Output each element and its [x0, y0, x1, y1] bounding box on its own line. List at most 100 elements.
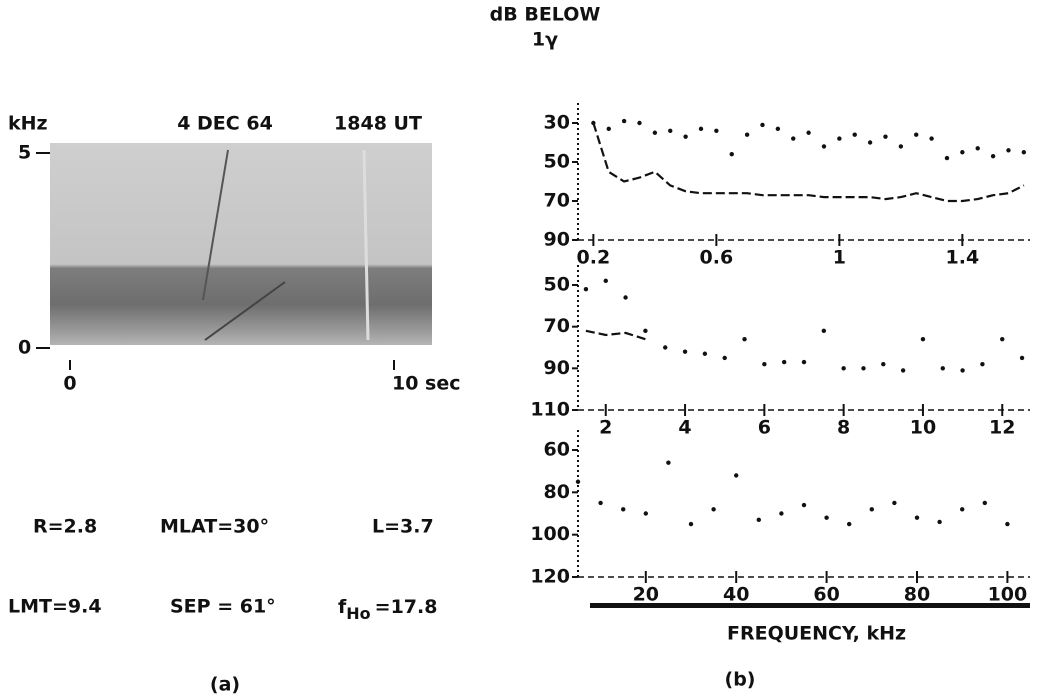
data-dot [944, 155, 950, 161]
data-dot [603, 278, 608, 284]
x-tick-label: 0.6 [700, 247, 734, 269]
x-tick-label: 10 [910, 417, 936, 439]
y-tick-label: 90 [544, 357, 570, 379]
data-dot [892, 500, 897, 506]
data-dot [900, 368, 906, 373]
x-tick-label: 1 [833, 247, 846, 269]
data-dot [914, 515, 920, 520]
data-dot [742, 336, 747, 342]
y-tick-label: 100 [530, 523, 570, 545]
param: MLAT=30° [160, 516, 269, 538]
data-dot [682, 349, 688, 354]
data-dot [801, 502, 807, 508]
data-dot [598, 500, 603, 506]
x-tick-label: 12 [989, 417, 1015, 439]
data-dot [821, 144, 827, 149]
data-dot [1021, 150, 1027, 155]
data-dot [688, 521, 694, 527]
caption: (b) [725, 669, 756, 691]
data-dot [806, 130, 811, 135]
data-dot [898, 144, 904, 149]
x-tick-label: 0.2 [577, 247, 611, 269]
y-tick-label: 50 [544, 274, 570, 296]
data-dot [1006, 148, 1011, 153]
data-dot [711, 507, 716, 512]
data-dot [666, 460, 671, 465]
data-dot [821, 328, 827, 334]
data-dot [714, 128, 719, 133]
x-tick-label: 1.4 [946, 247, 980, 269]
data-dot [940, 366, 945, 371]
sferic [362, 149, 370, 341]
data-dot [779, 511, 784, 516]
data-dot [668, 128, 673, 133]
x-title: FREQUENCY, kHz [727, 623, 906, 645]
x-tick-label: 20 [633, 584, 659, 606]
param: L=3.7 [372, 516, 434, 538]
data-dot [883, 134, 888, 139]
data-dot [734, 473, 739, 478]
data-dot [1005, 521, 1010, 527]
data-dot [722, 355, 727, 361]
data-dot [960, 150, 965, 155]
data-dot [663, 345, 668, 350]
data-dot [621, 507, 626, 512]
x-tick-label: 10 sec [392, 373, 461, 395]
data-dot [756, 517, 761, 523]
x-tick-label: 6 [758, 417, 771, 439]
y-title: dB BELOW [490, 4, 601, 26]
data-dot [937, 519, 942, 525]
data-dot [781, 359, 787, 365]
y-tick-label: 90 [544, 229, 570, 251]
data-dot [914, 132, 919, 137]
data-dot [775, 126, 781, 132]
data-dot [702, 351, 708, 356]
y-tick-label: 0 [18, 337, 31, 359]
y-tick-label: 80 [544, 481, 570, 503]
y-unit: kHz [8, 113, 48, 135]
data-dot [975, 146, 980, 151]
dashed-curve [592, 122, 1025, 203]
caption: (a) [210, 674, 240, 694]
x-tick-label: 60 [813, 584, 839, 606]
data-dot [847, 521, 852, 527]
x-tick-label: 2 [599, 417, 612, 439]
data-dot [1019, 355, 1025, 361]
y-title: 1γ [532, 29, 558, 51]
data-dot [791, 136, 796, 141]
data-dot [852, 132, 857, 137]
data-dot [575, 479, 581, 484]
data-dot [760, 122, 765, 128]
data-dot [837, 136, 842, 141]
x-tick-label: 0 [63, 373, 76, 395]
time: 1848 UT [334, 113, 422, 135]
data-dot [841, 366, 846, 371]
x-tick-label: 8 [837, 417, 850, 439]
x-tick-label: 40 [723, 584, 749, 606]
x-tick-label: 100 [988, 584, 1028, 606]
param: LMT=9.4 [8, 596, 102, 618]
y-tick-label: 110 [530, 399, 570, 421]
x-tick-label: 80 [904, 584, 930, 606]
data-dot [643, 328, 648, 334]
param: SEP = 61° [170, 596, 276, 618]
data-dot [960, 368, 965, 373]
data-dot [623, 295, 628, 300]
axis-bar [590, 603, 1030, 608]
data-dot [980, 361, 985, 367]
param: fHo =17.8 [338, 596, 437, 623]
data-dot [982, 500, 987, 506]
param: R=2.8 [33, 516, 97, 538]
data-dot [744, 132, 750, 137]
data-dot [652, 130, 658, 135]
y-tick-label: 120 [530, 566, 570, 588]
date: 4 DEC 64 [177, 113, 273, 135]
data-dot [1000, 336, 1005, 342]
data-dot [801, 359, 807, 365]
y-tick-label: 30 [544, 112, 570, 134]
data-dot [920, 336, 926, 342]
data-dot [762, 361, 767, 367]
data-dot [683, 134, 688, 139]
data-dot [861, 366, 866, 371]
